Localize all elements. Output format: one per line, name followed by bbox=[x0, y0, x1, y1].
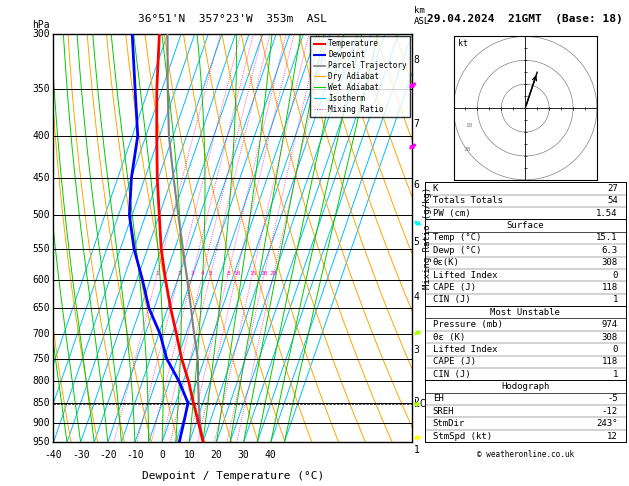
Text: 54: 54 bbox=[607, 196, 618, 205]
Text: 308: 308 bbox=[602, 258, 618, 267]
Text: StmDir: StmDir bbox=[433, 419, 465, 428]
Text: Lifted Index: Lifted Index bbox=[433, 345, 497, 354]
Text: -10: -10 bbox=[126, 451, 144, 460]
Text: 1: 1 bbox=[613, 295, 618, 304]
Text: 1: 1 bbox=[613, 370, 618, 379]
Text: 450: 450 bbox=[32, 173, 50, 183]
Text: 974: 974 bbox=[602, 320, 618, 329]
Text: K: K bbox=[433, 184, 438, 193]
Text: 5: 5 bbox=[209, 271, 213, 276]
Text: © weatheronline.co.uk: © weatheronline.co.uk bbox=[477, 450, 574, 459]
Text: -30: -30 bbox=[72, 451, 89, 460]
Text: Hodograph: Hodograph bbox=[501, 382, 549, 391]
Text: 950: 950 bbox=[32, 437, 50, 447]
Text: Pressure (mb): Pressure (mb) bbox=[433, 320, 503, 329]
Text: 3: 3 bbox=[191, 271, 195, 276]
Text: 15.1: 15.1 bbox=[596, 233, 618, 243]
Text: Mixing Ratio (g/kg): Mixing Ratio (g/kg) bbox=[423, 187, 432, 289]
Text: 25: 25 bbox=[270, 271, 277, 276]
Text: Temp (°C): Temp (°C) bbox=[433, 233, 481, 243]
Text: 7: 7 bbox=[414, 119, 420, 129]
Text: 308: 308 bbox=[602, 332, 618, 342]
Text: 30: 30 bbox=[238, 451, 250, 460]
Text: 20: 20 bbox=[211, 451, 222, 460]
Text: 4: 4 bbox=[414, 293, 420, 302]
Text: Lifted Index: Lifted Index bbox=[433, 271, 497, 279]
Text: 400: 400 bbox=[32, 131, 50, 141]
Text: 1.54: 1.54 bbox=[596, 208, 618, 218]
Text: θε(K): θε(K) bbox=[433, 258, 460, 267]
Text: 2: 2 bbox=[177, 271, 181, 276]
Text: 550: 550 bbox=[32, 243, 50, 254]
Text: 10: 10 bbox=[465, 123, 473, 128]
Text: 900: 900 bbox=[32, 418, 50, 428]
Text: 5: 5 bbox=[414, 237, 420, 247]
Text: 750: 750 bbox=[32, 353, 50, 364]
Text: -20: -20 bbox=[99, 451, 116, 460]
Text: 850: 850 bbox=[32, 398, 50, 408]
Text: CIN (J): CIN (J) bbox=[433, 295, 470, 304]
Text: hPa: hPa bbox=[32, 20, 50, 30]
Text: -5: -5 bbox=[607, 395, 618, 403]
Text: 243°: 243° bbox=[596, 419, 618, 428]
Text: 20: 20 bbox=[260, 271, 268, 276]
Text: 800: 800 bbox=[32, 376, 50, 386]
Text: 10: 10 bbox=[233, 271, 240, 276]
Text: 500: 500 bbox=[32, 210, 50, 220]
Text: 8: 8 bbox=[226, 271, 230, 276]
Text: 0: 0 bbox=[159, 451, 165, 460]
Text: CAPE (J): CAPE (J) bbox=[433, 357, 476, 366]
Text: SREH: SREH bbox=[433, 407, 454, 416]
Text: 118: 118 bbox=[602, 357, 618, 366]
Text: -12: -12 bbox=[602, 407, 618, 416]
Text: 29.04.2024  21GMT  (Base: 18): 29.04.2024 21GMT (Base: 18) bbox=[427, 14, 623, 24]
Text: Most Unstable: Most Unstable bbox=[490, 308, 560, 317]
Text: 20: 20 bbox=[463, 147, 470, 152]
Text: 1: 1 bbox=[155, 271, 159, 276]
Text: 6: 6 bbox=[414, 180, 420, 190]
Text: Totals Totals: Totals Totals bbox=[433, 196, 503, 205]
Text: 650: 650 bbox=[32, 303, 50, 313]
Text: 118: 118 bbox=[602, 283, 618, 292]
Text: StmSpd (kt): StmSpd (kt) bbox=[433, 432, 492, 441]
Text: -40: -40 bbox=[45, 451, 62, 460]
Text: 0: 0 bbox=[613, 271, 618, 279]
Text: 3: 3 bbox=[414, 346, 420, 355]
Text: 2: 2 bbox=[414, 397, 420, 407]
Text: kt: kt bbox=[459, 39, 469, 48]
Text: 10: 10 bbox=[184, 451, 195, 460]
Text: 27: 27 bbox=[607, 184, 618, 193]
Text: 0: 0 bbox=[613, 345, 618, 354]
Text: 4: 4 bbox=[201, 271, 205, 276]
Text: 700: 700 bbox=[32, 329, 50, 339]
Text: 300: 300 bbox=[32, 29, 50, 39]
Text: θε (K): θε (K) bbox=[433, 332, 465, 342]
Text: PW (cm): PW (cm) bbox=[433, 208, 470, 218]
Text: CIN (J): CIN (J) bbox=[433, 370, 470, 379]
Text: Surface: Surface bbox=[506, 221, 544, 230]
Text: EH: EH bbox=[433, 395, 443, 403]
Text: CAPE (J): CAPE (J) bbox=[433, 283, 476, 292]
Text: Dewp (°C): Dewp (°C) bbox=[433, 246, 481, 255]
Text: 12: 12 bbox=[607, 432, 618, 441]
Text: 600: 600 bbox=[32, 275, 50, 284]
Text: 36°51'N  357°23'W  353m  ASL: 36°51'N 357°23'W 353m ASL bbox=[138, 14, 327, 24]
Text: 8: 8 bbox=[414, 55, 420, 65]
Text: 350: 350 bbox=[32, 84, 50, 94]
Text: 1: 1 bbox=[414, 445, 420, 455]
Text: km
ASL: km ASL bbox=[414, 6, 430, 26]
Legend: Temperature, Dewpoint, Parcel Trajectory, Dry Adiabat, Wet Adiabat, Isotherm, Mi: Temperature, Dewpoint, Parcel Trajectory… bbox=[311, 36, 409, 117]
Text: LCL: LCL bbox=[414, 399, 431, 409]
Text: 40: 40 bbox=[265, 451, 277, 460]
Text: 15: 15 bbox=[249, 271, 257, 276]
Text: 6.3: 6.3 bbox=[602, 246, 618, 255]
Text: Dewpoint / Temperature (°C): Dewpoint / Temperature (°C) bbox=[142, 471, 324, 481]
